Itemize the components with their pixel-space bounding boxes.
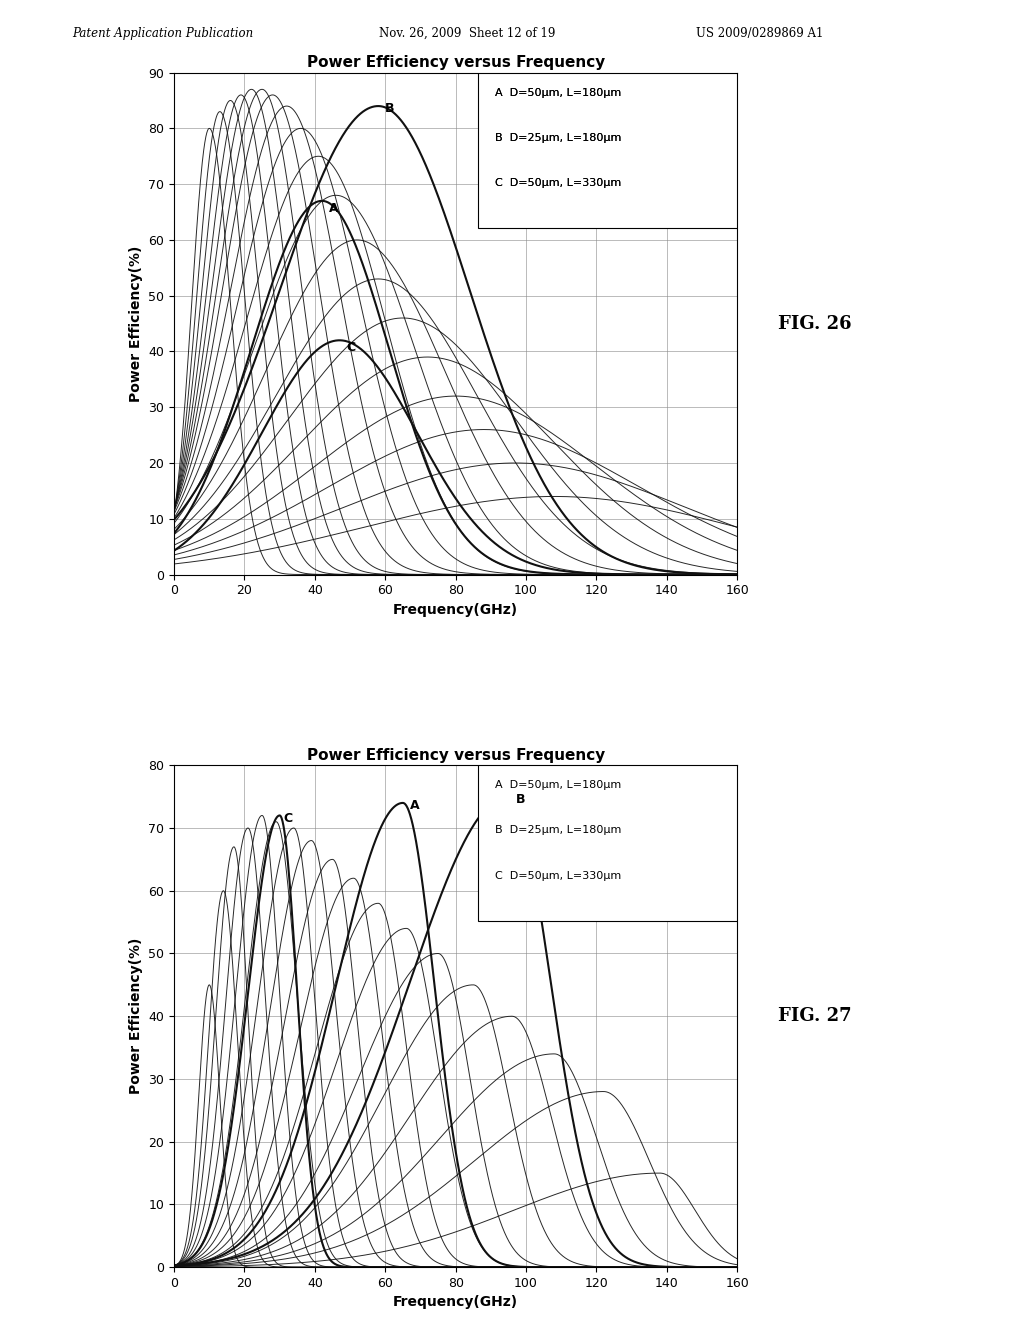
- Text: C  D=50μm, L=330μm: C D=50μm, L=330μm: [495, 871, 622, 880]
- Text: A  D=50μm, L=180μm: A D=50μm, L=180μm: [495, 87, 622, 98]
- FancyBboxPatch shape: [478, 67, 742, 228]
- X-axis label: Frequency(GHz): Frequency(GHz): [393, 603, 518, 616]
- Text: A  D=50μm, L=180μm: A D=50μm, L=180μm: [495, 780, 622, 791]
- X-axis label: Frequency(GHz): Frequency(GHz): [393, 1295, 518, 1309]
- Text: FIG. 26: FIG. 26: [778, 314, 852, 333]
- Text: A: A: [329, 202, 339, 215]
- Text: C  D=50μm, L=330μm: C D=50μm, L=330μm: [495, 178, 622, 187]
- Text: C: C: [284, 812, 292, 825]
- Text: C  D=50μm, L=330μm: C D=50μm, L=330μm: [495, 178, 622, 187]
- Text: B: B: [515, 793, 525, 807]
- Text: B  D=25μm, L=180μm: B D=25μm, L=180μm: [495, 133, 622, 143]
- Title: Power Efficiency versus Frequency: Power Efficiency versus Frequency: [306, 55, 605, 70]
- Y-axis label: Power Efficiency(%): Power Efficiency(%): [129, 939, 142, 1094]
- Text: A  D=50μm, L=180μm: A D=50μm, L=180μm: [495, 87, 622, 98]
- Text: B  D=25μm, L=180μm: B D=25μm, L=180μm: [495, 825, 622, 836]
- Text: A: A: [410, 799, 420, 812]
- Text: B  D=25μm, L=180μm: B D=25μm, L=180μm: [495, 133, 622, 143]
- Text: C: C: [346, 342, 355, 355]
- Title: Power Efficiency versus Frequency: Power Efficiency versus Frequency: [306, 747, 605, 763]
- Text: US 2009/0289869 A1: US 2009/0289869 A1: [696, 26, 823, 40]
- Text: B: B: [385, 102, 395, 115]
- FancyBboxPatch shape: [478, 760, 742, 921]
- Text: Nov. 26, 2009  Sheet 12 of 19: Nov. 26, 2009 Sheet 12 of 19: [379, 26, 555, 40]
- Text: FIG. 27: FIG. 27: [778, 1007, 852, 1026]
- Text: Patent Application Publication: Patent Application Publication: [72, 26, 253, 40]
- Y-axis label: Power Efficiency(%): Power Efficiency(%): [129, 246, 142, 401]
